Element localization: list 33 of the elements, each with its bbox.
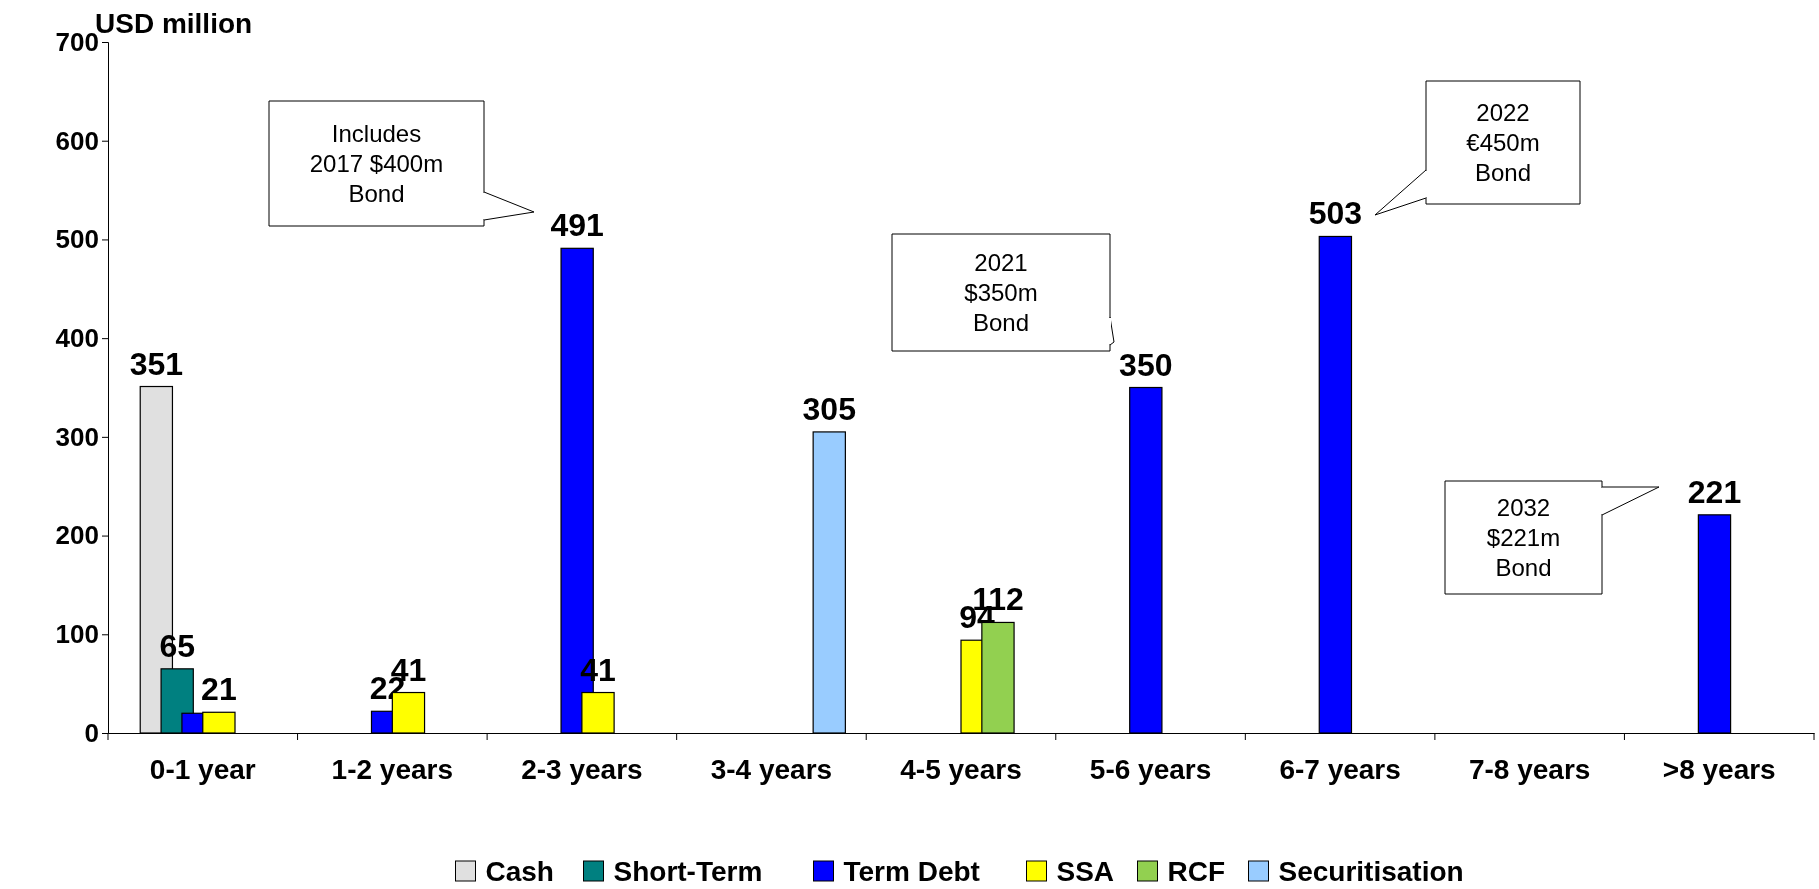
y-tick-label: 0 [84, 717, 99, 748]
data-label: 491 [550, 207, 604, 244]
annotation: Includes 2017 $400m Bond [309, 119, 444, 207]
x-tick-label: 2-3 years [521, 753, 643, 785]
x-tick-label: 1-2 years [331, 753, 454, 785]
y-tick-label: 400 [55, 322, 99, 353]
data-label: 351 [129, 345, 184, 382]
data-label: 21 [201, 671, 237, 708]
legend-label: Term Debt [843, 856, 980, 887]
data-label: 305 [802, 390, 856, 427]
y-tick-label: 500 [55, 224, 99, 255]
y-tick-label: 300 [55, 421, 99, 452]
x-tick-label: 7-8 years [1468, 753, 1591, 785]
y-tick-label: 200 [55, 520, 99, 551]
legend-label: Short-Term [613, 856, 763, 887]
legend-label: SSA [1056, 856, 1115, 887]
x-tick-label: 6-7 years [1279, 753, 1401, 785]
data-label: 503 [1308, 195, 1363, 232]
x-tick-label: >8 years [1662, 753, 1776, 785]
y-tick-label: 100 [55, 619, 99, 650]
x-tick-label: 5-6 years [1089, 753, 1212, 785]
annotation: 2021 $350m Bond [964, 248, 1038, 336]
y-tick-label: 600 [55, 125, 99, 156]
x-tick-label: 3-4 years [710, 753, 833, 785]
legend-label: Cash [485, 856, 554, 887]
data-label: 221 [1687, 473, 1742, 510]
legend-label: RCF [1167, 856, 1226, 887]
x-tick-label: 4-5 years [900, 753, 1022, 785]
data-label: 350 [1119, 346, 1173, 383]
legend-label: Securitisation [1278, 856, 1464, 887]
annotation: 2022 €450m Bond [1466, 98, 1540, 186]
x-tick-label: 0-1 year [149, 753, 256, 785]
annotation: 2032 $221m Bond [1486, 493, 1561, 581]
